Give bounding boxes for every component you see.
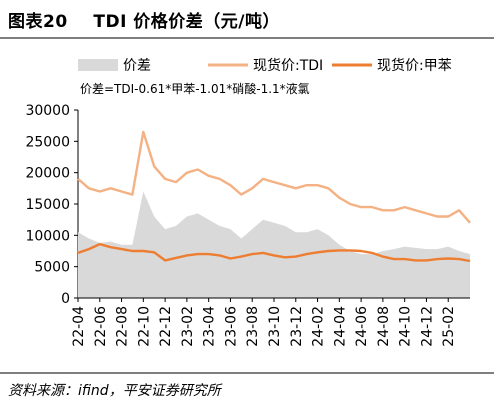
y-tick-label: 30000	[25, 103, 70, 119]
legend: 价差 现货价:TDI 现货价:甲苯	[78, 57, 452, 74]
y-tick-label: 15000	[25, 197, 70, 213]
y-tick-label: 0	[61, 291, 70, 307]
y-tick-label: 10000	[25, 228, 70, 244]
source-bar: 资料来源：ifind，平安证券研究所	[0, 372, 494, 404]
y-axis: 0 5000 10000 15000 20000 25000 30000	[25, 103, 79, 307]
x-tick-label: 23-12	[289, 306, 305, 347]
x-tick-label: 23-02	[180, 306, 196, 347]
x-tick-label: 22-12	[158, 306, 174, 347]
series-line-1	[77, 130, 471, 224]
x-tick-label: 24-10	[398, 306, 414, 347]
x-tick-label: 23-10	[267, 306, 283, 347]
y-tick-label: 5000	[34, 260, 70, 276]
series-line-2	[77, 242, 471, 263]
legend-label-2: 现货价:甲苯	[377, 57, 452, 74]
x-tick-label: 24-06	[354, 306, 370, 347]
x-tick-label: 22-04	[71, 306, 87, 347]
chart: 价差 现货价:TDI 现货价:甲苯 价差=TDI-0.61*甲苯-1.01*硝酸-1…	[25, 57, 471, 347]
figure-title: 图表20 TDI 价格价差（元/吨）	[8, 12, 281, 32]
x-tick-label: 24-02	[311, 306, 327, 347]
formula-annotation: 价差=TDI-0.61*甲苯-1.01*硝酸-1.1*液氯	[80, 81, 310, 96]
legend-swatch-area	[78, 59, 118, 71]
legend-label-0: 价差	[123, 58, 151, 74]
x-tick-label: 25-02	[441, 306, 457, 347]
title-bar: 图表20 TDI 价格价差（元/吨）	[0, 0, 494, 39]
y-tick-label: 20000	[25, 166, 70, 182]
legend-label-1: 现货价:TDI	[253, 57, 323, 74]
x-tick-label: 22-06	[93, 306, 109, 347]
x-tick-label: 24-08	[376, 306, 392, 347]
x-tick-label: 23-04	[202, 306, 218, 347]
x-axis: 22-04 22-06 22-08 22-10 22-12 23-02 23-04 23-06…	[71, 297, 470, 347]
y-tick-label: 25000	[25, 134, 70, 150]
x-tick-label: 22-10	[136, 306, 152, 347]
x-tick-label: 24-12	[419, 306, 435, 347]
plot-area	[77, 130, 471, 298]
source-note: 资料来源：ifind，平安证券研究所	[8, 383, 221, 399]
x-tick-label: 23-08	[245, 306, 261, 347]
series-area-spread	[78, 191, 470, 298]
x-tick-label: 24-04	[332, 306, 348, 347]
x-tick-label: 23-06	[223, 306, 239, 347]
x-tick-label: 22-08	[115, 306, 131, 347]
